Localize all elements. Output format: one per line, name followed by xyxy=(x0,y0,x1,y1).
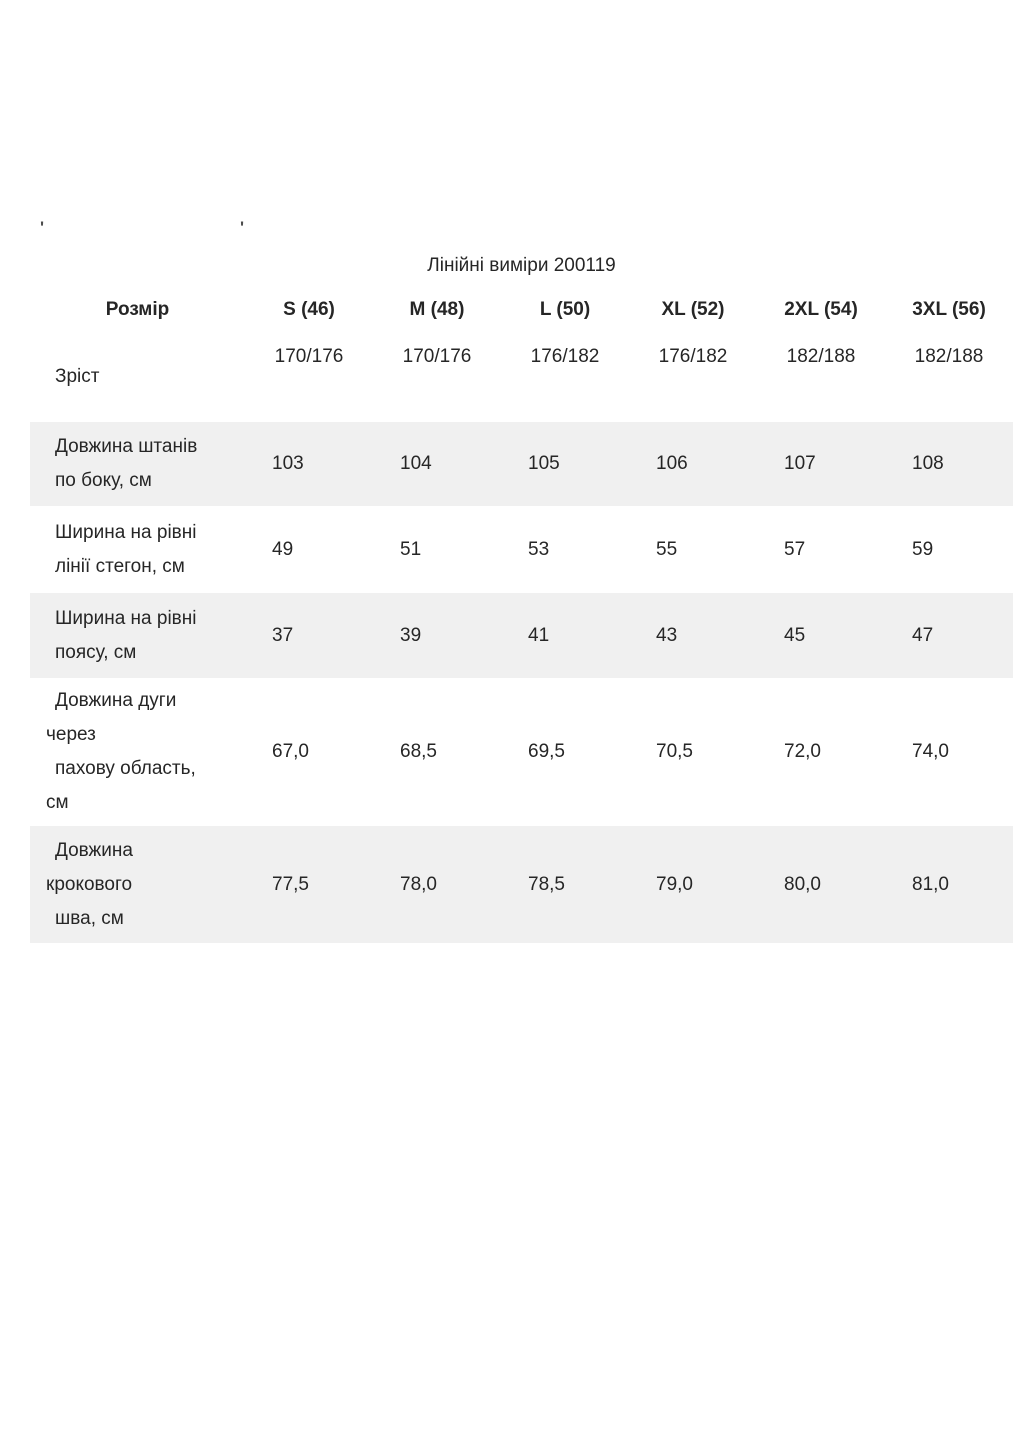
measurement-value: 176/182 xyxy=(658,346,728,367)
row-label-line: пахову область, xyxy=(55,758,196,779)
row-label-line: Ширина на рівні xyxy=(55,521,197,543)
row-label-line: Довжина штанів xyxy=(55,436,198,457)
row-label-line: Зріст xyxy=(55,366,100,387)
size-chart-title: Лінійні виміри 200119 xyxy=(427,255,616,276)
measurement-row: Ширина на рівні поясу, см 37 39 41 43 45 47 xyxy=(30,593,1013,678)
measurement-value: 74,0 xyxy=(912,741,949,762)
measurement-value: 37 xyxy=(272,624,294,646)
row-label-line: по боку, см xyxy=(55,470,152,491)
header-size-label: Розмір xyxy=(105,299,170,320)
measurement-value: 53 xyxy=(528,538,550,560)
row-label: Зріст xyxy=(30,332,245,422)
measurement-value: 72,0 xyxy=(784,741,821,762)
measurement-value: 103 xyxy=(272,453,304,474)
row-label-line: Ширина на рівні xyxy=(55,607,197,629)
row-label-line: поясу, см xyxy=(55,641,137,663)
row-label: Довжина крокового шва, см xyxy=(30,826,245,943)
measurement-row: Довжина крокового шва, см 77,5 78,0 78,5 79,0 8… xyxy=(30,826,1013,943)
measurement-value: 170/176 xyxy=(402,346,472,367)
measurement-value: 67,0 xyxy=(272,741,309,762)
measurement-value: 107 xyxy=(784,453,816,474)
measurement-value: 77,5 xyxy=(272,873,309,895)
size-column-header: M (48) xyxy=(409,299,465,320)
measurement-value: 57 xyxy=(784,538,806,560)
measurement-row: Зріст 170/176 170/176 176/182 176/182 182/188… xyxy=(30,332,1013,422)
measurement-value: 105 xyxy=(528,453,560,474)
row-label-line: Довжина xyxy=(55,839,133,861)
measurement-value: 70,5 xyxy=(656,741,693,762)
measurement-row: Довжина штанів по боку, см 103 104 105 106 107… xyxy=(30,422,1013,506)
measurement-value: 49 xyxy=(272,538,294,560)
row-label-line: шва, см xyxy=(55,907,124,929)
measurement-value: 41 xyxy=(528,624,550,646)
measurement-value: 47 xyxy=(912,624,934,646)
measurement-value: 182/188 xyxy=(914,346,984,367)
size-chart-header-row: Розмір S (46) M (48) L (50) XL (52) 2XL (54) 3… xyxy=(30,288,1013,332)
measurement-value: 45 xyxy=(784,624,806,646)
measurement-value: 170/176 xyxy=(274,346,344,367)
measurement-value: 51 xyxy=(400,538,422,560)
row-label: Ширина на рівні лінії стегон, см xyxy=(30,506,245,593)
size-column-header: XL (52) xyxy=(661,299,725,320)
measurement-value: 55 xyxy=(656,538,678,560)
measurement-value: 79,0 xyxy=(656,873,693,895)
measurement-value: 69,5 xyxy=(528,741,565,762)
size-column-header: 2XL (54) xyxy=(784,299,858,320)
row-label-line: см xyxy=(46,792,69,813)
measurement-value: 106 xyxy=(656,453,688,474)
row-label-line: крокового xyxy=(46,873,133,895)
stray-tick-mark-left: ' xyxy=(40,218,45,237)
row-label: Довжина дуги через пахову область, см xyxy=(30,678,245,826)
measurement-value: 78,5 xyxy=(528,873,565,895)
measurement-value: 81,0 xyxy=(912,873,949,895)
row-label-line: через xyxy=(46,724,96,745)
measurement-value: 68,5 xyxy=(400,741,437,762)
measurement-row: Ширина на рівні лінії стегон, см 49 51 53 55 5… xyxy=(30,506,1013,593)
stray-tick-mark-right: ' xyxy=(240,218,245,237)
size-column-header: L (50) xyxy=(539,299,591,320)
row-label-line: лінії стегон, см xyxy=(55,555,185,577)
measurement-value: 108 xyxy=(912,453,944,474)
row-label: Ширина на рівні поясу, см xyxy=(30,593,245,678)
measurement-value: 80,0 xyxy=(784,873,821,895)
size-chart-table: Розмір S (46) M (48) L (50) XL (52) 2XL (54) 3… xyxy=(30,288,1013,943)
measurement-value: 59 xyxy=(912,538,934,560)
row-label-line: Довжина дуги xyxy=(55,690,177,711)
size-column-header: 3XL (56) xyxy=(912,299,986,320)
measurement-value: 176/182 xyxy=(530,346,600,367)
measurement-value: 104 xyxy=(400,453,432,474)
row-label: Довжина штанів по боку, см xyxy=(30,422,245,506)
measurement-row: Довжина дуги через пахову область, см 67,0 68… xyxy=(30,678,1013,826)
measurement-value: 182/188 xyxy=(786,346,856,367)
measurement-value: 78,0 xyxy=(400,873,437,895)
measurement-value: 43 xyxy=(656,624,678,646)
measurement-value: 39 xyxy=(400,624,422,646)
size-column-header: S (46) xyxy=(283,299,335,320)
